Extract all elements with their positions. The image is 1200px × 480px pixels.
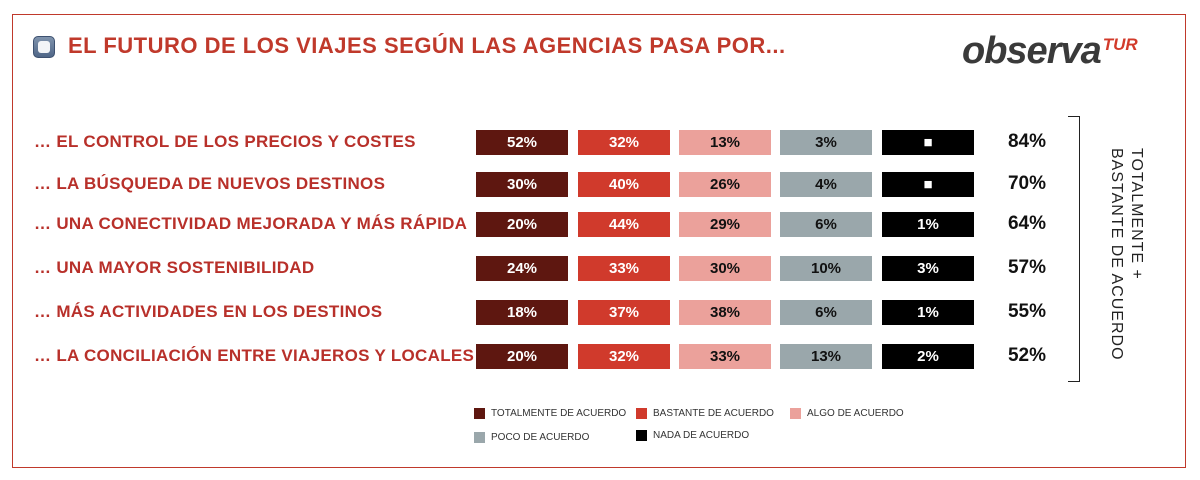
row-total: 64% [1007,213,1046,234]
bar-segment: 13% [679,130,771,155]
row-total: 52% [1007,345,1046,366]
bar-segment: 1% [882,212,974,237]
observatur-logo: observa TUR [962,30,1138,73]
bar-segment: 37% [578,300,670,325]
legend-item: ALGO DE ACUERDO [790,408,904,419]
bar-segment: 13% [780,344,872,369]
row-label: … EL CONTROL DE LOS PRECIOS Y COSTES [34,132,416,151]
bar-segment: 3% [882,256,974,281]
row-total: 70% [1007,173,1046,194]
bar-segment: 26% [679,172,771,197]
row-label: … UNA CONECTIVIDAD MEJORADA Y MÁS RÁPIDA [34,214,468,233]
bar-segment: ■ [882,130,974,155]
bar-segment: 32% [578,344,670,369]
legend-label: ALGO DE ACUERDO [807,408,904,419]
legend-label: POCO DE ACUERDO [491,432,590,443]
row-label: … UNA MAYOR SOSTENIBILIDAD [34,258,315,277]
total-axis-label-line1: TOTALMENTE + [1128,148,1145,280]
legend-swatch [636,408,647,419]
bar-segment: 44% [578,212,670,237]
bar-segment: 3% [780,130,872,155]
bar-segment: 30% [476,172,568,197]
logo-sub-text: TUR [1102,35,1138,54]
legend-item: POCO DE ACUERDO [474,432,589,443]
logo-main-text: observa [962,30,1102,72]
bar-segment: 33% [578,256,670,281]
row-label: … MÁS ACTIVIDADES EN LOS DESTINOS [34,302,383,321]
total-bracket [1068,116,1080,382]
bar-segment: 1% [882,300,974,325]
row-label: … LA BÚSQUEDA DE NUEVOS DESTINOS [34,174,386,193]
legend-label: BASTANTE DE ACUERDO [653,408,774,419]
bar-segment: 52% [476,130,568,155]
bar-segment: 20% [476,344,568,369]
legend-item: BASTANTE DE ACUERDO [636,408,774,419]
row-total: 57% [1007,257,1046,278]
legend-label: TOTALMENTE DE ACUERDO [491,408,627,419]
legend-swatch [474,432,485,443]
square-bullet-icon [33,36,55,58]
bar-segment: 33% [679,344,771,369]
bar-segment: 6% [780,300,872,325]
chart-frame [12,14,1186,468]
chart-title: EL FUTURO DE LOS VIAJES SEGÚN LAS AGENCI… [68,33,786,58]
row-total: 55% [1007,301,1046,322]
total-axis-label-line2: BASTANTE DE ACUERDO [1108,148,1125,361]
row-label: … LA CONCILIACIÓN ENTRE VIAJEROS Y LOCAL… [34,346,475,365]
bar-segment: 32% [578,130,670,155]
bar-segment: 10% [780,256,872,281]
legend-swatch [790,408,801,419]
bar-segment: 4% [780,172,872,197]
bar-segment: ■ [882,172,974,197]
legend-item: TOTALMENTE DE ACUERDO [474,408,626,419]
legend-item: NADA DE ACUERDO [636,430,749,441]
bar-segment: 40% [578,172,670,197]
bar-segment: 29% [679,212,771,237]
bar-segment: 30% [679,256,771,281]
total-axis-label: TOTALMENTE + BASTANTE DE ACUERDO [1106,148,1146,361]
row-total: 84% [1007,131,1046,152]
bar-segment: 20% [476,212,568,237]
bar-segment: 38% [679,300,771,325]
bar-segment: 18% [476,300,568,325]
legend-label: NADA DE ACUERDO [653,430,750,441]
bar-segment: 24% [476,256,568,281]
legend-swatch [636,430,647,441]
bar-segment: 6% [780,212,872,237]
legend-swatch [474,408,485,419]
bar-segment: 2% [882,344,974,369]
